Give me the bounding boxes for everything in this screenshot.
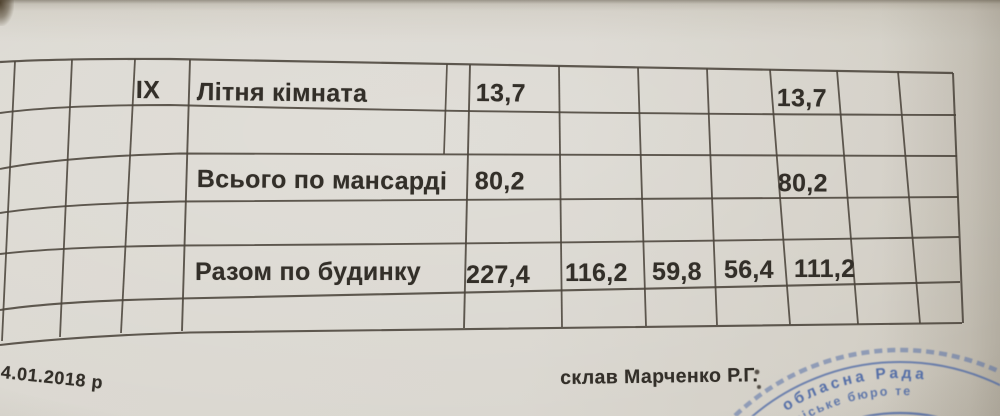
building-total-area-cell: 227,4 [466, 261, 531, 289]
building-area-cell-4: 56,4 [724, 256, 774, 284]
building-total-label: Разом по будинку [195, 258, 422, 286]
ink-specks [754, 369, 761, 389]
building-area-cell-2: 116,2 [565, 259, 628, 287]
stamp-rings [731, 347, 1000, 416]
building-area-cell-3: 59,8 [652, 258, 702, 286]
building-area-cell-5: 111,2 [794, 255, 856, 283]
